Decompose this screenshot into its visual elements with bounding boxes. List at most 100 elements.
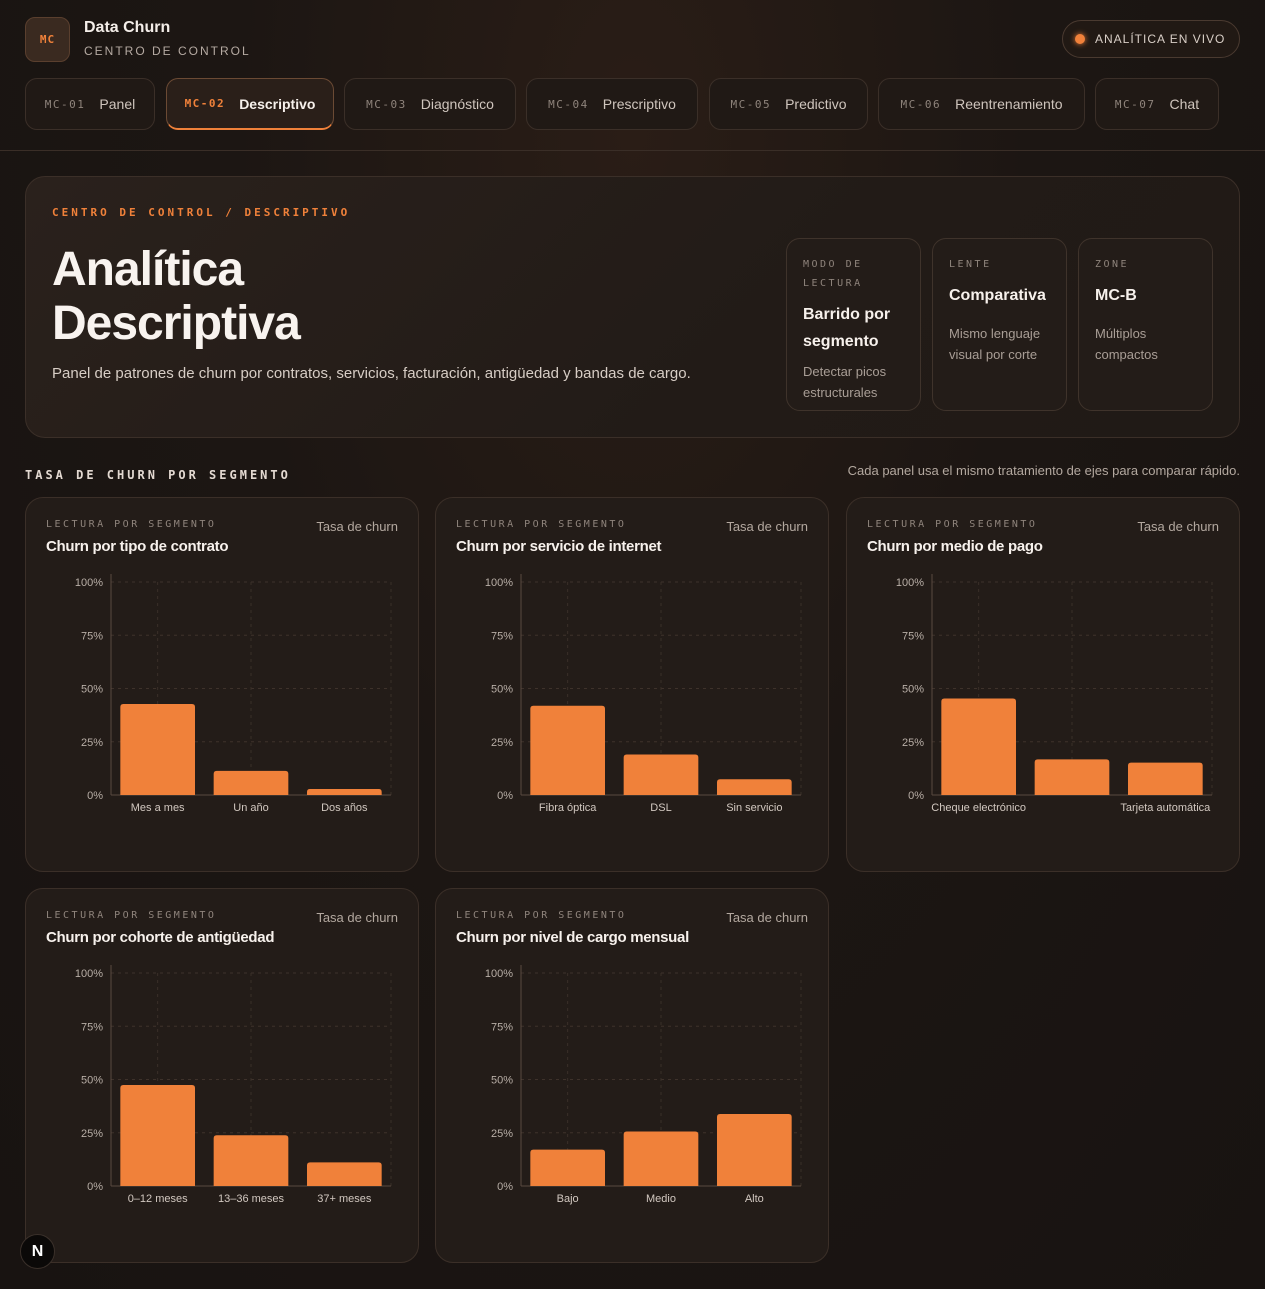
app-title: Data Churn — [84, 19, 171, 36]
y-tick-label: 75% — [81, 630, 103, 642]
header-divider — [0, 150, 1265, 151]
y-tick-label: 75% — [81, 1021, 103, 1033]
y-tick-label: 25% — [902, 737, 924, 749]
bar — [530, 705, 605, 795]
tab-reentrenamiento[interactable]: MC-06 Reentrenamiento — [878, 78, 1085, 130]
x-tick-label: Mes a mes — [131, 802, 185, 814]
y-tick-label: 0% — [497, 790, 513, 802]
tab-label: Prescriptivo — [602, 96, 676, 112]
y-tick-label: 0% — [87, 790, 103, 802]
tab-descriptivo[interactable]: MC-02 Descriptivo — [166, 78, 334, 130]
y-tick-label: 50% — [491, 684, 513, 696]
tab-code: MC-06 — [900, 97, 942, 111]
tab-code: MC-05 — [730, 97, 772, 111]
page-title: Analítica Descriptiva — [52, 243, 452, 351]
bar — [530, 1149, 605, 1186]
x-tick-label: 13–36 meses — [218, 1193, 285, 1205]
bar — [213, 1135, 289, 1186]
y-tick-label: 75% — [902, 630, 924, 642]
chart-card-internet: 0% 25% 50% 75% 100% Fibra óptica DSL Sin servic… — [435, 497, 829, 872]
framework-badge[interactable]: N — [20, 1234, 55, 1269]
tab-label: Chat — [1169, 96, 1200, 112]
y-tick-label: 75% — [491, 1021, 513, 1033]
y-tick-label: 50% — [81, 684, 103, 696]
meta-card-zone: ZONE MC-B Múltiplos compactos — [1078, 238, 1213, 411]
x-tick-label: Fibra óptica — [539, 802, 597, 814]
y-tick-label: 25% — [81, 1128, 103, 1140]
meta-card-note: Detectar picos estructurales — [803, 364, 887, 400]
tab-label: Predictivo — [785, 96, 847, 112]
tab-label: Reentrenamiento — [955, 96, 1063, 112]
y-tick-label: 0% — [87, 1181, 103, 1193]
tab-label: Descriptivo — [239, 95, 316, 112]
chart-card-charges: 0% 25% 50% 75% 100% Bajo Medio Alto LECTURA POR… — [435, 888, 829, 1263]
section-note: Cada panel usa el mismo tratamiento de e… — [847, 463, 1240, 478]
x-tick-label: 0–12 meses — [128, 1193, 188, 1205]
chart-metric-label: Tasa de churn — [726, 910, 808, 925]
bar-chart: 0% 25% 50% 75% 100% Mes a mes Un año Dos años — [75, 574, 392, 814]
bar — [120, 1085, 195, 1186]
chart-metric-label: Tasa de churn — [726, 519, 808, 534]
chart-kicker: LECTURA POR SEGMENTO — [456, 910, 627, 921]
live-dot-icon — [1075, 34, 1085, 44]
bar — [213, 770, 289, 795]
live-status-pill[interactable]: ANALÍTICA EN VIVO — [1062, 20, 1240, 58]
live-status-label: ANALÍTICA EN VIVO — [1095, 32, 1226, 46]
bar-chart: 0% 25% 50% 75% 100% Bajo Medio Alto — [485, 965, 802, 1205]
meta-card-note: Múltiplos compactos — [1095, 326, 1158, 362]
y-tick-label: 100% — [75, 577, 103, 589]
brand-badge: MC — [25, 17, 70, 62]
chart-card-payment: 0% 25% 50% 75% 100% Cheque electrónico Tarjeta… — [846, 497, 1240, 872]
page-title-line-2: Descriptiva — [52, 297, 301, 350]
x-tick-label: Dos años — [321, 802, 368, 814]
bar — [307, 789, 382, 795]
tab-code: MC-04 — [548, 97, 589, 111]
y-tick-label: 25% — [491, 737, 513, 749]
y-tick-label: 25% — [81, 737, 103, 749]
meta-card-reading-mode: MODO DE LECTURA Barrido por segmento Det… — [786, 238, 921, 411]
tab-diagnostico[interactable]: MC-03 Diagnóstico — [344, 78, 516, 130]
bar — [941, 698, 1016, 795]
chart-title: Churn por nivel de cargo mensual — [456, 929, 689, 946]
y-tick-label: 0% — [908, 790, 924, 802]
hero-panel: CENTRO DE CONTROL / DESCRIPTIVO Analític… — [25, 176, 1240, 438]
tab-code: MC-07 — [1114, 97, 1156, 111]
chart-metric-label: Tasa de churn — [1137, 519, 1219, 534]
tab-chat[interactable]: MC-07 Chat — [1095, 78, 1219, 130]
chart-kicker: LECTURA POR SEGMENTO — [46, 519, 217, 530]
chart-kicker: LECTURA POR SEGMENTO — [46, 910, 217, 921]
bar — [1128, 762, 1203, 795]
chart-title: Churn por servicio de internet — [456, 538, 662, 555]
y-tick-label: 50% — [491, 1075, 513, 1087]
tab-predictivo[interactable]: MC-05 Predictivo — [709, 78, 868, 130]
x-tick-label: Cheque electrónico — [931, 802, 1026, 814]
bar-chart: 0% 25% 50% 75% 100% 0–12 meses 13–36 meses 37+ … — [75, 965, 392, 1205]
chart-title: Churn por tipo de contrato — [46, 538, 229, 555]
bar — [623, 754, 699, 795]
bar-chart: 0% 25% 50% 75% 100% Fibra óptica DSL Sin servic… — [485, 574, 802, 814]
meta-card-value: Barrido por segmento — [803, 306, 891, 350]
chart-title: Churn por cohorte de antigüedad — [46, 929, 275, 946]
tab-prescriptivo[interactable]: MC-04 Prescriptivo — [526, 78, 698, 130]
y-tick-label: 25% — [491, 1128, 513, 1140]
bar — [120, 704, 195, 795]
x-tick-label: Medio — [646, 1193, 676, 1205]
chart-title: Churn por medio de pago — [867, 538, 1043, 555]
bar — [717, 1114, 792, 1186]
tab-label: Panel — [99, 96, 136, 112]
x-tick-label: Bajo — [557, 1193, 579, 1205]
app-subtitle: CENTRO DE CONTROL — [84, 44, 251, 58]
chart-card-tenure: 0% 25% 50% 75% 100% 0–12 meses 13–36 meses 37+ … — [25, 888, 419, 1263]
chart-card-contract: 0% 25% 50% 75% 100% Mes a mes Un año Dos años L… — [25, 497, 419, 872]
chart-kicker: LECTURA POR SEGMENTO — [456, 519, 627, 530]
y-tick-label: 75% — [491, 630, 513, 642]
bar-chart: 0% 25% 50% 75% 100% Cheque electrónico Tarjeta… — [896, 574, 1213, 814]
meta-card-note: Mismo lenguaje visual por corte — [949, 326, 1041, 362]
meta-card-lens: LENTE Comparativa Mismo lenguaje visual … — [932, 238, 1067, 411]
page-title-line-1: Analítica — [52, 243, 244, 296]
y-tick-label: 100% — [896, 577, 924, 589]
breadcrumb: CENTRO DE CONTROL / DESCRIPTIVO — [52, 206, 351, 219]
y-tick-label: 0% — [497, 1181, 513, 1193]
x-tick-label: Un año — [233, 802, 268, 814]
tab-panel[interactable]: MC-01 Panel — [25, 78, 155, 130]
